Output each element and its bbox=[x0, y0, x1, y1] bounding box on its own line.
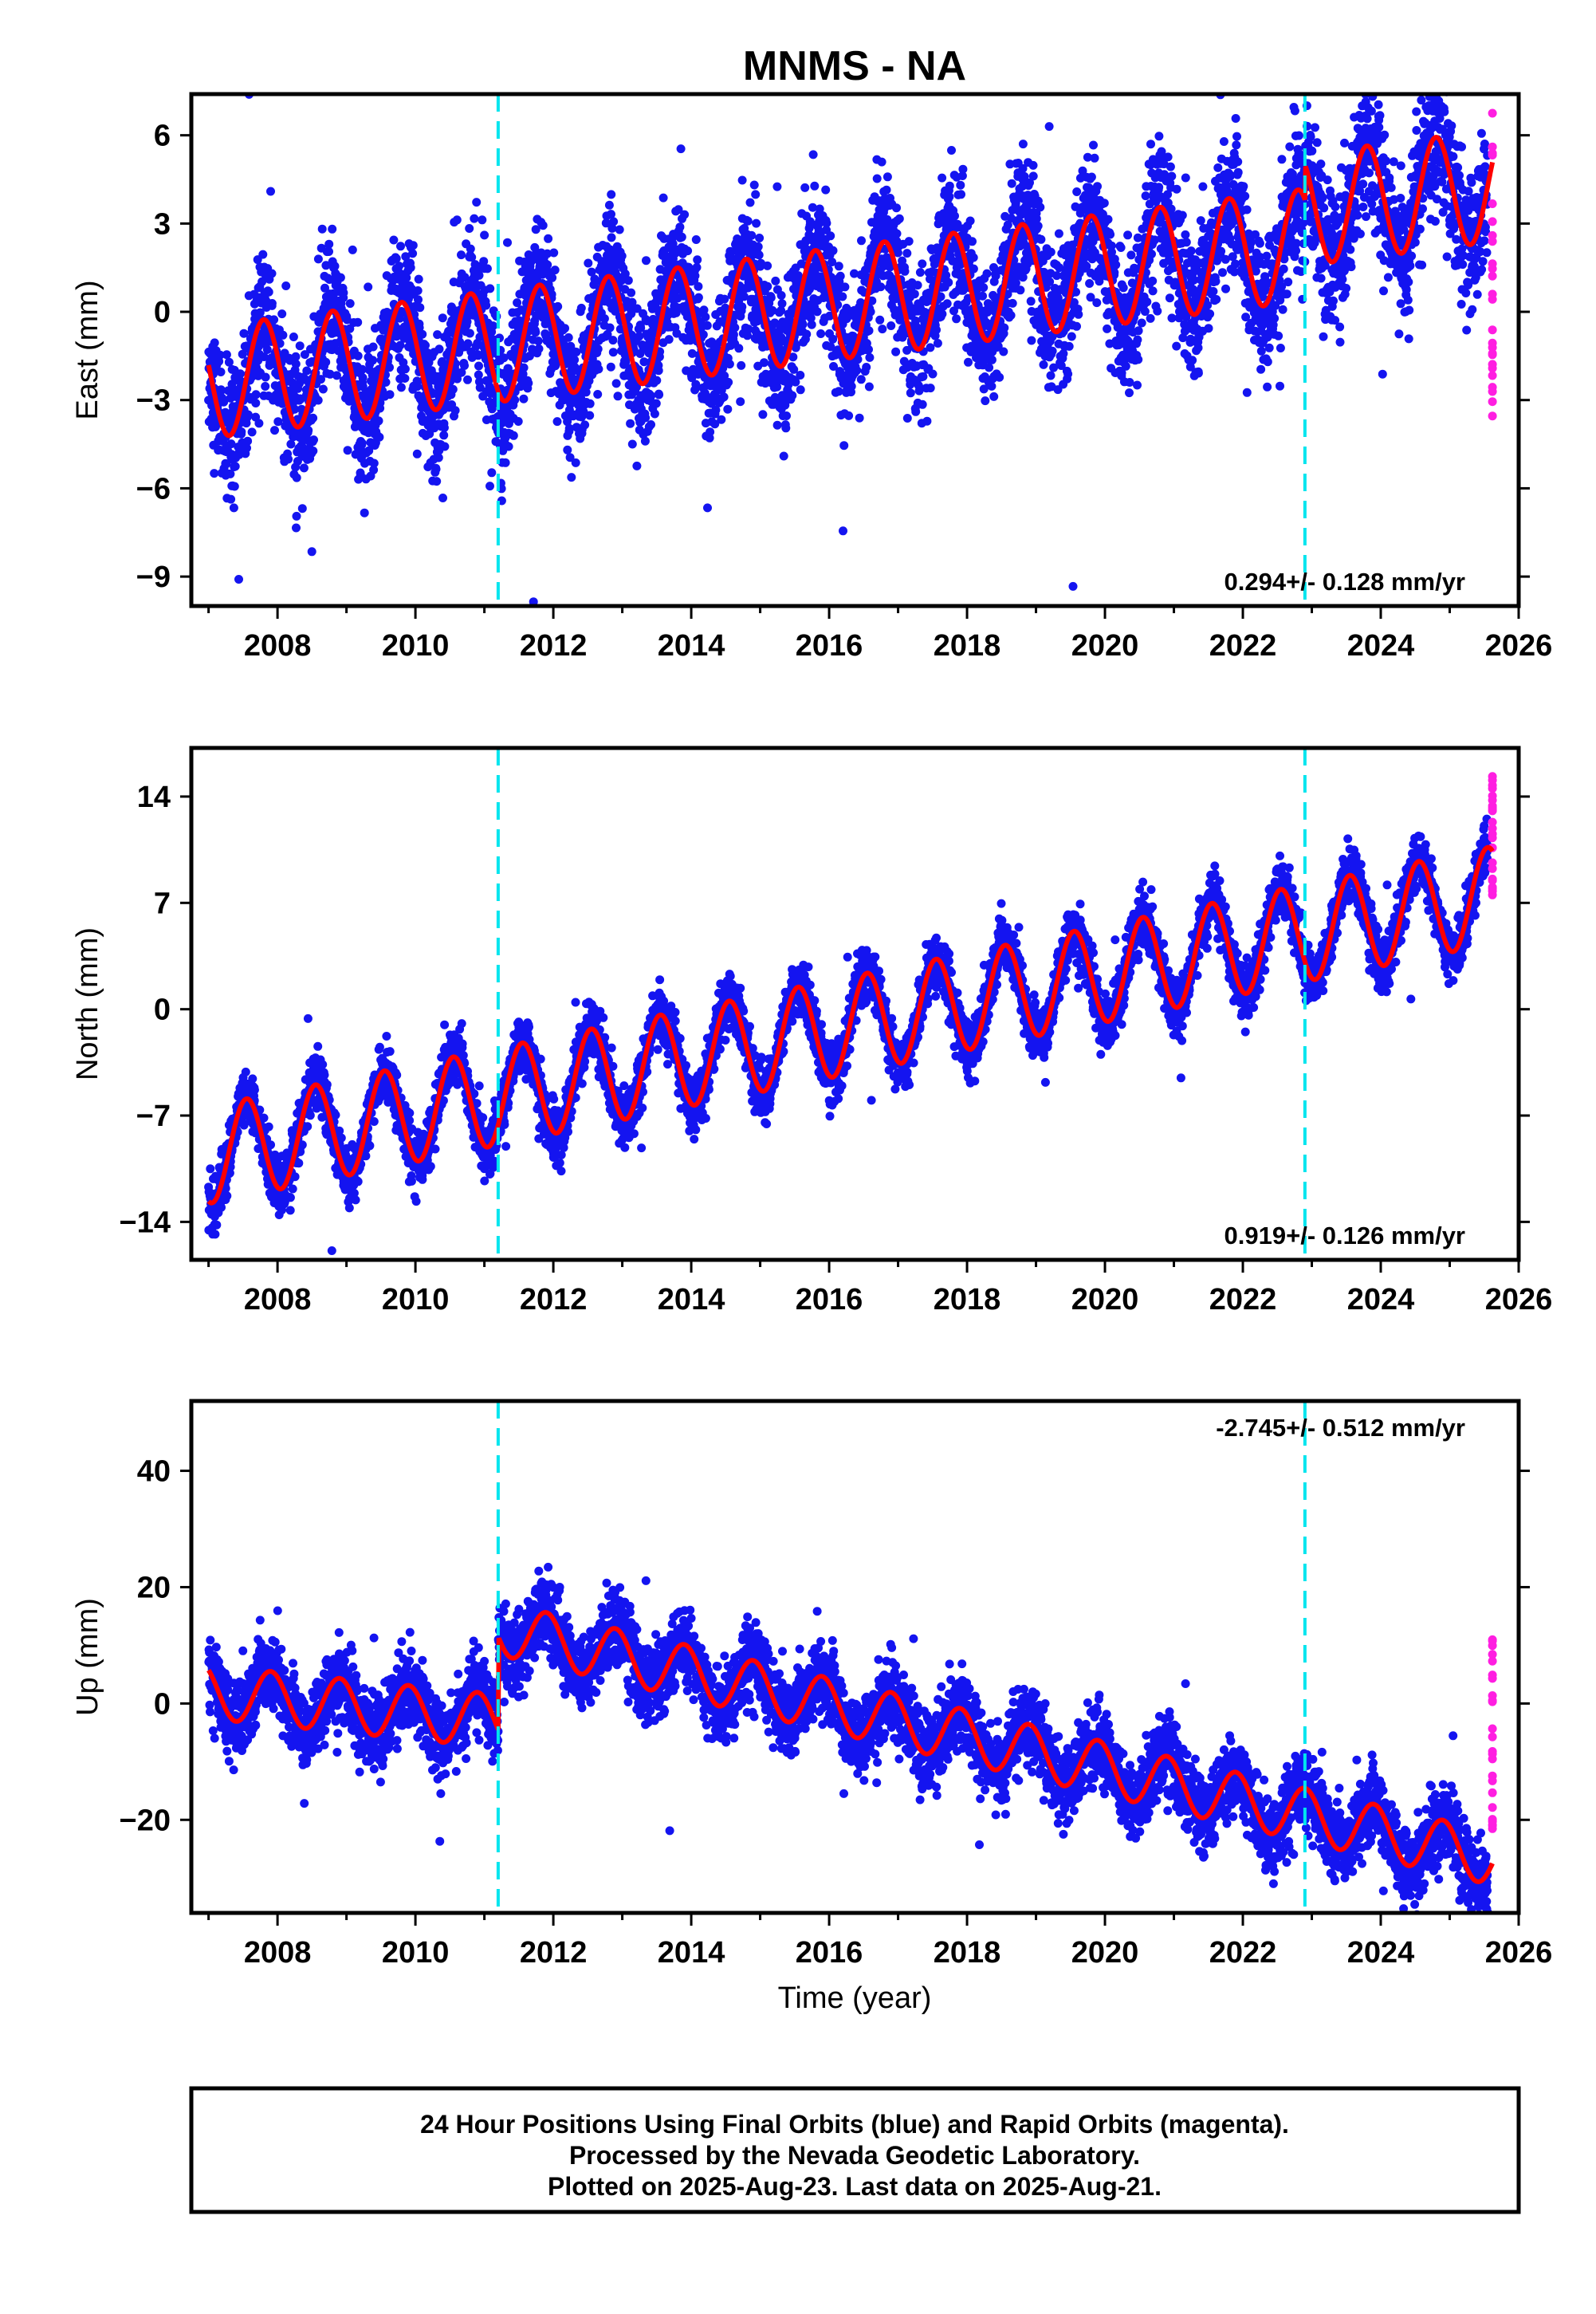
north-x-tick-label: 2010 bbox=[382, 1283, 450, 1316]
up-y-tick-label: −20 bbox=[120, 1804, 171, 1837]
footer-line-1: 24 Hour Positions Using Final Orbits (bl… bbox=[420, 2110, 1289, 2139]
up-y-tick-label: 40 bbox=[137, 1455, 171, 1489]
east-x-tick-label: 2012 bbox=[520, 629, 588, 663]
up-x-tick-label: 2008 bbox=[244, 1936, 312, 1970]
north-y-tick-label: −14 bbox=[120, 1206, 171, 1239]
up-model-line bbox=[206, 1610, 1495, 1884]
east-y-axis-label: East (mm) bbox=[71, 280, 104, 419]
north-x-tick-label: 2016 bbox=[796, 1283, 863, 1316]
east-y-tick-label: 0 bbox=[154, 296, 171, 329]
up-x-tick-label: 2024 bbox=[1347, 1936, 1415, 1970]
north-x-tick-label: 2014 bbox=[658, 1283, 725, 1316]
north-x-tick-label: 2008 bbox=[244, 1283, 312, 1316]
east-x-tick-label: 2014 bbox=[658, 629, 725, 663]
east-model-line bbox=[206, 135, 1496, 439]
north-y-axis-label: North (mm) bbox=[71, 927, 104, 1080]
north-panel: 2008 2010 2012 2014 2016 2018 2020 2022 2024 2026… bbox=[71, 746, 1553, 1316]
east-x-tick-label: 2024 bbox=[1347, 629, 1415, 663]
east-y-tick-label: −3 bbox=[136, 384, 171, 418]
footer-line-3: Plotted on 2025-Aug-23. Last data on 202… bbox=[548, 2172, 1162, 2201]
footer-frame bbox=[189, 2086, 1521, 2214]
east-x-tick-label: 2020 bbox=[1071, 629, 1139, 663]
north-frame bbox=[189, 746, 1521, 1262]
east-y-tick-label: 3 bbox=[154, 207, 171, 241]
north-x-tick-label: 2022 bbox=[1209, 1283, 1277, 1316]
north-x-tick-label: 2020 bbox=[1071, 1283, 1139, 1316]
up-x-tick-label: 2010 bbox=[382, 1936, 450, 1970]
east-x-tick-label: 2018 bbox=[934, 629, 1001, 663]
east-x-tick-label: 2026 bbox=[1485, 629, 1553, 663]
footer-line-2: Processed by the Nevada Geodetic Laborat… bbox=[569, 2141, 1140, 2170]
north-x-tick-label: 2012 bbox=[520, 1283, 588, 1316]
north-x-tick-label: 2026 bbox=[1485, 1283, 1553, 1316]
north-x-tick-label: 2024 bbox=[1347, 1283, 1415, 1316]
up-frame bbox=[189, 1399, 1521, 1915]
up-x-tick-label: 2022 bbox=[1209, 1936, 1277, 1970]
footer-box: 24 Hour Positions Using Final Orbits (bl… bbox=[189, 2086, 1521, 2214]
east-x-tick-label: 2016 bbox=[796, 629, 863, 663]
up-y-tick-label: 0 bbox=[154, 1687, 171, 1721]
east-frame bbox=[189, 92, 1521, 608]
up-y-tick-label: 20 bbox=[137, 1571, 171, 1604]
up-final-orbit-points bbox=[204, 1562, 1492, 1913]
north-y-tick-label: 0 bbox=[154, 994, 171, 1027]
east-x-tick-label: 2008 bbox=[244, 629, 312, 663]
up-x-tick-label: 2020 bbox=[1071, 1936, 1139, 1970]
up-x-tick-label: 2014 bbox=[658, 1936, 725, 1970]
north-y-tick-label: 14 bbox=[137, 781, 171, 814]
east-y-tick-label: −6 bbox=[136, 472, 171, 506]
north-rate-label: 0.919+/- 0.126 mm/yr bbox=[1225, 1222, 1465, 1249]
east-y-tick-label: −9 bbox=[136, 561, 171, 594]
up-y-axis-label: Up (mm) bbox=[71, 1598, 104, 1716]
north-y-tick-label: −7 bbox=[136, 1100, 171, 1133]
east-rate-label: 0.294+/- 0.128 mm/yr bbox=[1225, 568, 1465, 596]
up-rate-label: -2.745+/- 0.512 mm/yr bbox=[1216, 1414, 1465, 1442]
north-model-line bbox=[206, 844, 1495, 1206]
x-axis-label: Time (year) bbox=[778, 1981, 932, 2015]
up-x-tick-label: 2018 bbox=[934, 1936, 1001, 1970]
up-x-tick-label: 2012 bbox=[520, 1936, 588, 1970]
east-panel: 2008 2010 2012 2014 2016 2018 2020 2022 2024 2026… bbox=[71, 92, 1553, 663]
north-x-tick-label: 2018 bbox=[934, 1283, 1001, 1316]
chart-title: MNMS - NA bbox=[743, 43, 966, 89]
east-x-tick-label: 2010 bbox=[382, 629, 450, 663]
up-x-tick-label: 2026 bbox=[1485, 1936, 1553, 1970]
east-y-tick-label: 6 bbox=[154, 120, 171, 153]
east-x-tick-label: 2022 bbox=[1209, 629, 1277, 663]
east-final-orbit-points bbox=[204, 94, 1492, 606]
up-panel: 2008 2010 2012 2014 2016 2018 2020 2022 2024 2026… bbox=[71, 1399, 1553, 1970]
north-y-tick-label: 7 bbox=[154, 887, 171, 920]
up-x-tick-label: 2016 bbox=[796, 1936, 863, 1970]
